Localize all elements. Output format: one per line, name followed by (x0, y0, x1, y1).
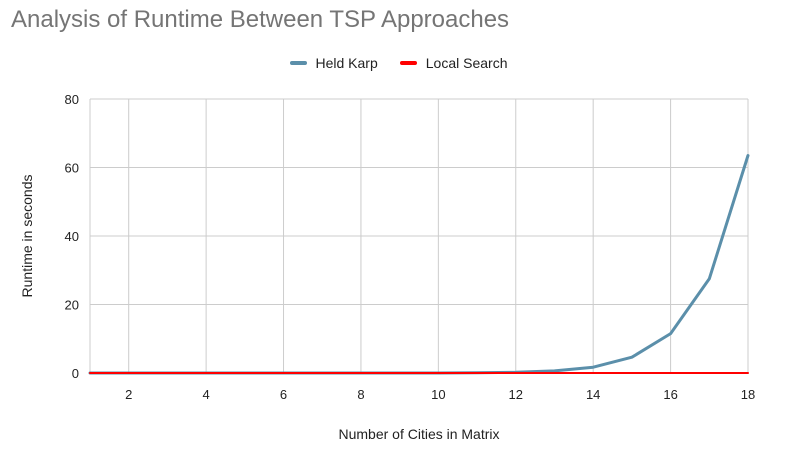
legend-label-held-karp: Held Karp (315, 55, 378, 71)
y-tick-label: 40 (65, 229, 79, 244)
legend-swatch-local-search (399, 61, 417, 65)
y-tick-label: 60 (65, 161, 79, 176)
x-tick-label: 6 (280, 387, 287, 402)
legend: Held Karp Local Search (0, 55, 797, 71)
tick-labels: 0 20 40 60 80 2 4 6 8 10 12 14 16 18 (65, 92, 756, 402)
y-axis-label: Runtime in seconds (19, 175, 35, 298)
legend-label-local-search: Local Search (425, 55, 508, 71)
legend-swatch-held-karp (289, 61, 307, 65)
y-tick-label: 20 (65, 298, 79, 313)
y-tick-label: 0 (72, 366, 79, 381)
x-tick-label: 8 (357, 387, 364, 402)
x-tick-label: 10 (431, 387, 445, 402)
x-tick-label: 16 (663, 387, 677, 402)
x-tick-label: 2 (125, 387, 132, 402)
legend-item-local-search[interactable]: Local Search (399, 55, 508, 71)
y-tick-label: 80 (65, 92, 79, 107)
x-axis-label: Number of Cities in Matrix (338, 426, 499, 442)
legend-item-held-karp[interactable]: Held Karp (289, 55, 378, 71)
chart-title: Analysis of Runtime Between TSP Approach… (11, 6, 510, 33)
x-tick-label: 18 (741, 387, 755, 402)
x-tick-label: 12 (509, 387, 523, 402)
x-tick-label: 14 (586, 387, 600, 402)
x-tick-label: 4 (203, 387, 210, 402)
gridlines (89, 98, 749, 373)
series-layer (88, 154, 750, 375)
series-line-held-karp[interactable] (88, 154, 750, 375)
